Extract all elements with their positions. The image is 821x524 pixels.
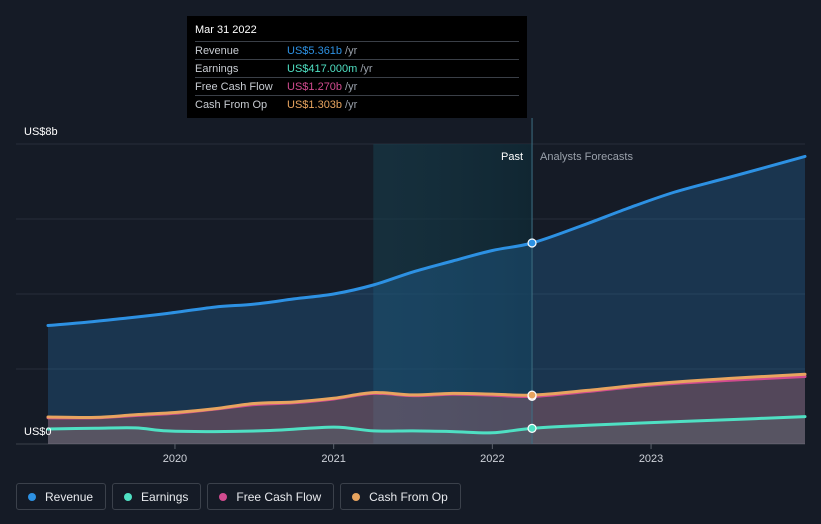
x-axis-ticks: 2020 2021 2022 2023 — [163, 444, 663, 465]
tooltip-row-value: US$1.303b — [287, 98, 343, 111]
line-layer — [46, 154, 807, 435]
tooltip-date: Mar 31 2022 — [195, 24, 257, 36]
earnings-dot-icon — [124, 492, 133, 501]
tooltip: Mar 31 2022 Revenue US$5.361b /yr Earnin… — [187, 16, 527, 118]
tooltip-row-unit: /yr — [345, 98, 358, 111]
tooltip-row-name: Free Cash Flow — [195, 80, 273, 93]
x-tick-label: 2023 — [639, 453, 663, 465]
cash-from-op-dot-icon — [352, 492, 361, 501]
past-label: Past — [501, 151, 523, 163]
tooltip-row-unit: /yr — [360, 62, 373, 75]
tooltip-row-free-cash-flow: Free Cash Flow US$1.270b /yr — [195, 77, 519, 95]
x-tick-label: 2022 — [480, 453, 504, 465]
tooltip-row-revenue: Revenue US$5.361b /yr — [195, 41, 519, 59]
revenue-marker — [527, 238, 537, 248]
cash-from-op-area — [48, 374, 805, 444]
y-axis-top-label: US$8b — [24, 126, 58, 138]
tooltip-row-name: Earnings — [195, 62, 239, 75]
legend-label: Earnings — [141, 489, 189, 504]
legend-item-cash-from-op[interactable]: Cash From Op — [340, 483, 461, 510]
free-cash-flow-area — [48, 376, 805, 444]
earnings-line — [46, 415, 807, 435]
legend-label: Cash From Op — [369, 489, 448, 504]
tooltip-row-value: US$417.000m — [287, 62, 358, 75]
earnings-marker — [527, 423, 537, 433]
tooltip-row-value: US$5.361b — [287, 44, 343, 57]
tooltip-row-cash-from-op: Cash From Op US$1.303b /yr — [195, 95, 519, 113]
legend-item-earnings[interactable]: Earnings — [112, 483, 202, 510]
tooltip-row-unit: /yr — [345, 44, 358, 57]
legend-item-free-cash-flow[interactable]: Free Cash Flow — [207, 483, 335, 510]
cash-from-op-line — [46, 372, 807, 420]
x-tick-label: 2020 — [163, 453, 187, 465]
tooltip-row-unit: /yr — [345, 80, 358, 93]
legend-label: Free Cash Flow — [236, 489, 322, 504]
earnings-area — [48, 416, 805, 444]
forecast-label: Analysts Forecasts — [540, 151, 633, 163]
free-cash-flow-dot-icon — [219, 492, 228, 501]
y-axis-bottom-label: US$0 — [24, 426, 52, 438]
tooltip-row-name: Revenue — [195, 44, 240, 57]
revenue-area — [48, 156, 805, 444]
tooltip-row-earnings: Earnings US$417.000m /yr — [195, 59, 519, 77]
legend-label: Revenue — [45, 489, 94, 504]
marker-layer — [527, 238, 537, 433]
legend: Revenue Earnings Free Cash Flow Cash Fro… — [16, 483, 467, 510]
revenue-line — [46, 154, 807, 327]
cash-from-op-marker — [527, 390, 537, 400]
x-tick-label: 2021 — [321, 453, 345, 465]
revenue-dot-icon — [28, 492, 36, 501]
tooltip-row-name: Cash From Op — [195, 98, 268, 111]
legend-item-revenue[interactable]: Revenue — [16, 483, 107, 510]
tooltip-row-value: US$1.270b — [287, 80, 343, 93]
area-layer — [48, 156, 805, 444]
